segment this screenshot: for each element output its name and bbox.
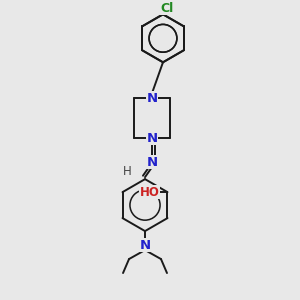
Text: HO: HO [140,186,160,199]
Text: Cl: Cl [160,2,174,15]
Text: N: N [146,92,158,105]
Text: H: H [123,165,131,178]
Text: N: N [140,238,151,252]
Text: N: N [146,132,158,145]
Text: N: N [146,156,158,169]
